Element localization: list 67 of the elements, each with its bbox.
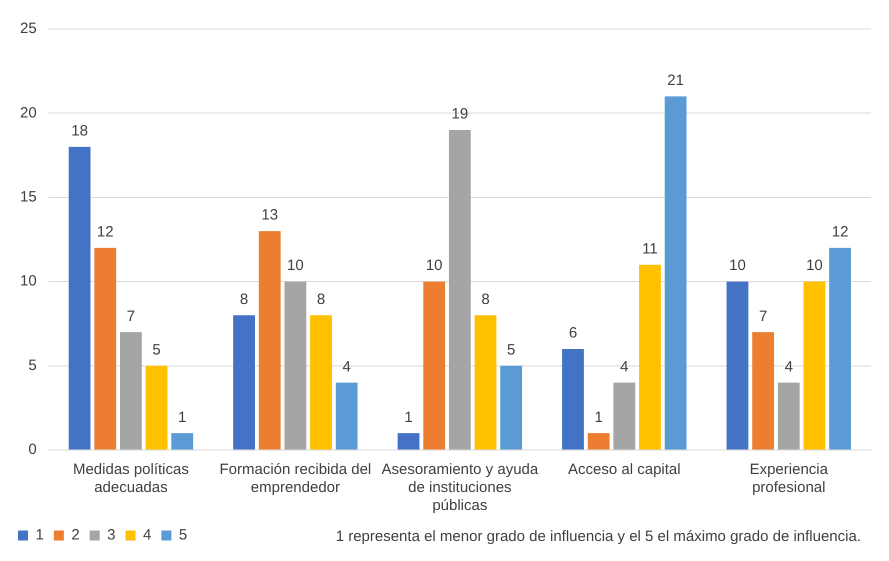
bar (726, 282, 748, 450)
y-tick-label: 20 (20, 104, 37, 122)
data-label: 6 (568, 324, 578, 342)
x-tick-label: Medidas políticas adecuadas (72, 461, 189, 496)
bar (94, 248, 116, 450)
legend-label: 2 (71, 526, 80, 544)
y-tick-label: 15 (20, 188, 37, 206)
bar (562, 348, 584, 450)
data-label: 8 (316, 290, 326, 308)
data-label: 8 (240, 290, 248, 308)
data-label: 1 (178, 408, 186, 426)
bar (639, 264, 661, 450)
data-label: 12 (832, 224, 848, 241)
bar (664, 96, 687, 450)
bar (778, 382, 800, 450)
text: 1 representa el menor grado de influencia y el 5 el máximo grado de influencia. (336, 528, 861, 545)
y-tick-label: 0 (28, 441, 37, 458)
bar (829, 248, 851, 450)
data-label: 10 (729, 257, 746, 274)
data-label: 10 (426, 257, 443, 274)
data-label: 5 (506, 341, 516, 358)
bar (310, 315, 332, 450)
data-label: 8 (481, 290, 490, 308)
data-label: 10 (287, 257, 304, 274)
bar (68, 146, 91, 450)
bar (336, 382, 358, 450)
data-label: 1 (594, 408, 603, 426)
legend-label: 3 (107, 526, 116, 544)
x-tick-label: Acceso al capital (568, 461, 681, 478)
bar (423, 282, 446, 450)
bar (258, 231, 281, 450)
bar (588, 433, 610, 450)
data-label: 10 (806, 257, 823, 274)
data-label: 5 (152, 341, 161, 358)
data-label: 18 (71, 122, 88, 140)
bar (284, 282, 306, 450)
data-label: 12 (96, 224, 114, 241)
bar (171, 433, 194, 450)
data-label: 11 (642, 240, 658, 258)
data-label: 21 (667, 72, 684, 89)
x-tick-label: Formación recibida del emprendedor (220, 461, 372, 496)
bar (120, 332, 142, 450)
data-label: 4 (342, 358, 351, 376)
bar (804, 282, 826, 450)
x-tick-label: Asesoramiento y ayuda de instituciones públicas (381, 461, 539, 514)
data-label: 4 (784, 358, 793, 376)
bar (146, 366, 168, 450)
x-tick-label: Experiencia profesional (750, 461, 829, 496)
legend-label: 4 (143, 526, 152, 544)
bar (448, 130, 471, 450)
data-label: 13 (261, 206, 278, 224)
bar (500, 366, 522, 450)
bar (752, 332, 774, 450)
bar (233, 315, 255, 450)
y-tick-label: 10 (20, 272, 37, 290)
data-label: 1 (404, 408, 413, 426)
data-label: 7 (758, 308, 768, 325)
bar (474, 315, 496, 450)
data-label: 4 (620, 358, 628, 376)
y-tick-label: 25 (20, 20, 37, 38)
bar (613, 382, 636, 450)
y-tick-label: 5 (28, 356, 37, 374)
bar (398, 433, 420, 450)
legend-label: 1 (36, 526, 44, 544)
legend-label: 5 (178, 526, 188, 544)
data-label: 7 (126, 308, 136, 325)
data-label: 19 (452, 106, 468, 123)
